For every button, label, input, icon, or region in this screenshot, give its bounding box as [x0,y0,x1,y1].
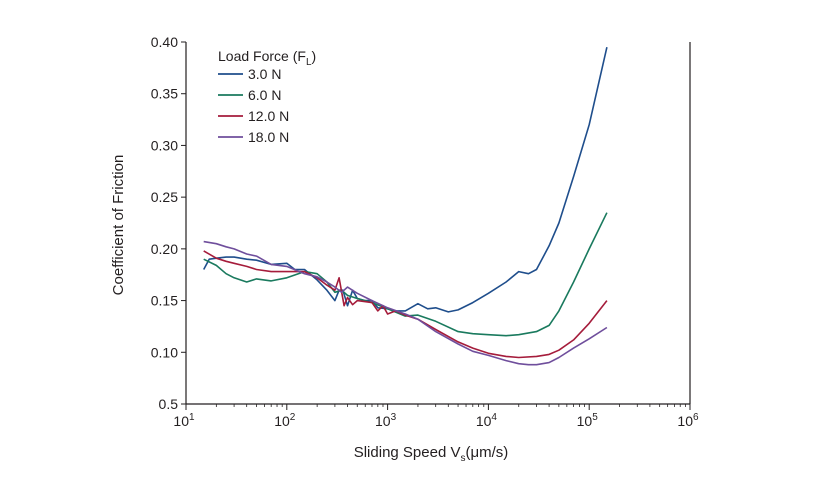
legend: Load Force (FL)3.0 N 6.0 N 12.0 N 18.0 N [218,48,316,145]
x-tick-label: 101 [173,412,195,429]
x-axis-label: Sliding Speed Vs(μm/s) [354,444,509,464]
series-line-3 [203,250,608,359]
y-tick-label: 0.40 [151,34,178,50]
y-tick-label: 0.35 [151,86,178,102]
y-tick-label: 0.15 [151,293,178,309]
axes: 0.5 0.10 0.15 0.20 0.25 0.30 0.35 0.40 101 102 103… [151,34,699,429]
x-tick-label: 102 [274,412,296,429]
series-line-4 [203,240,608,366]
legend-label-1: 3.0 N [248,66,281,82]
x-tick-label: 104 [476,412,498,429]
x-tick-label: 105 [577,412,599,429]
series-line-2 [203,212,608,337]
x-axis-label-main: Sliding Speed V [354,444,461,461]
legend-label-3: 12.0 N [248,108,289,124]
y-tick-label: 0.20 [151,241,178,257]
legend-label-2: 6.0 N [248,87,281,103]
y-tick-label: 0.25 [151,189,178,205]
series-layer [202,47,608,366]
y-tick-label: 0.30 [151,137,178,153]
y-tick-label: 0.5 [159,396,179,412]
legend-title: Load Force (FL) [218,48,316,68]
y-axis-label: Coefficient of Friction [110,155,127,296]
y-tick-label: 0.10 [151,344,178,360]
x-axis-label-sub: s [460,453,465,464]
legend-label-4: 18.0 N [248,129,289,145]
x-tick-label: 103 [375,412,397,429]
x-tick-label: 106 [677,412,699,429]
x-axis-label-suffix: (μm/s) [465,444,508,461]
